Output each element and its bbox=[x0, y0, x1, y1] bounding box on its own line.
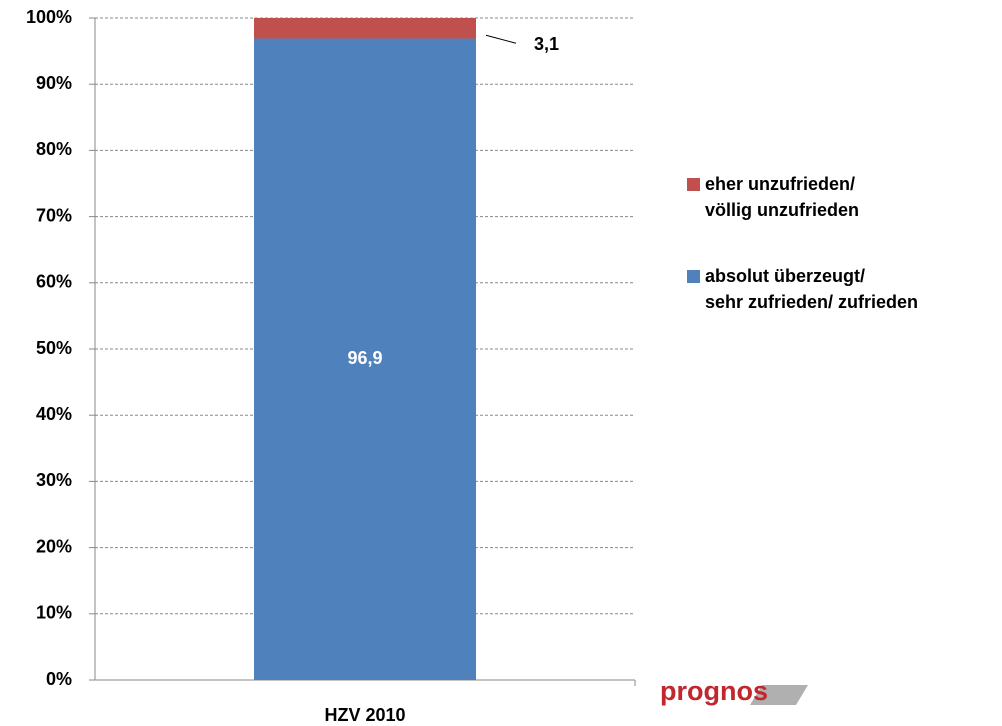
legend-label: absolut überzeugt/ sehr zufrieden/ zufri… bbox=[705, 266, 919, 312]
y-tick-label: 10% bbox=[36, 603, 72, 623]
legend-swatch bbox=[687, 270, 700, 283]
y-tick-label: 30% bbox=[36, 470, 72, 490]
bar-segment bbox=[254, 38, 476, 681]
y-tick-label: 40% bbox=[36, 404, 72, 424]
y-tick-label: 0% bbox=[46, 669, 72, 689]
logo-shape bbox=[750, 685, 808, 705]
x-tick-label: HZV 2010 bbox=[324, 705, 405, 725]
y-tick-label: 80% bbox=[36, 139, 72, 159]
logo: prognos bbox=[660, 676, 768, 706]
leader-line bbox=[485, 34, 517, 44]
legend-label: eher unzufrieden/ völlig unzufrieden bbox=[705, 174, 860, 220]
y-tick-label: 90% bbox=[36, 73, 72, 93]
y-tick-label: 100% bbox=[26, 7, 72, 27]
value-label: 96,9 bbox=[347, 348, 382, 368]
y-tick-label: 20% bbox=[36, 536, 72, 556]
legend-swatch bbox=[687, 178, 700, 191]
y-tick-label: 60% bbox=[36, 272, 72, 292]
bar-segment bbox=[254, 18, 476, 39]
y-tick-label: 50% bbox=[36, 338, 72, 358]
value-label: 3,1 bbox=[534, 34, 559, 54]
y-tick-label: 70% bbox=[36, 205, 72, 225]
